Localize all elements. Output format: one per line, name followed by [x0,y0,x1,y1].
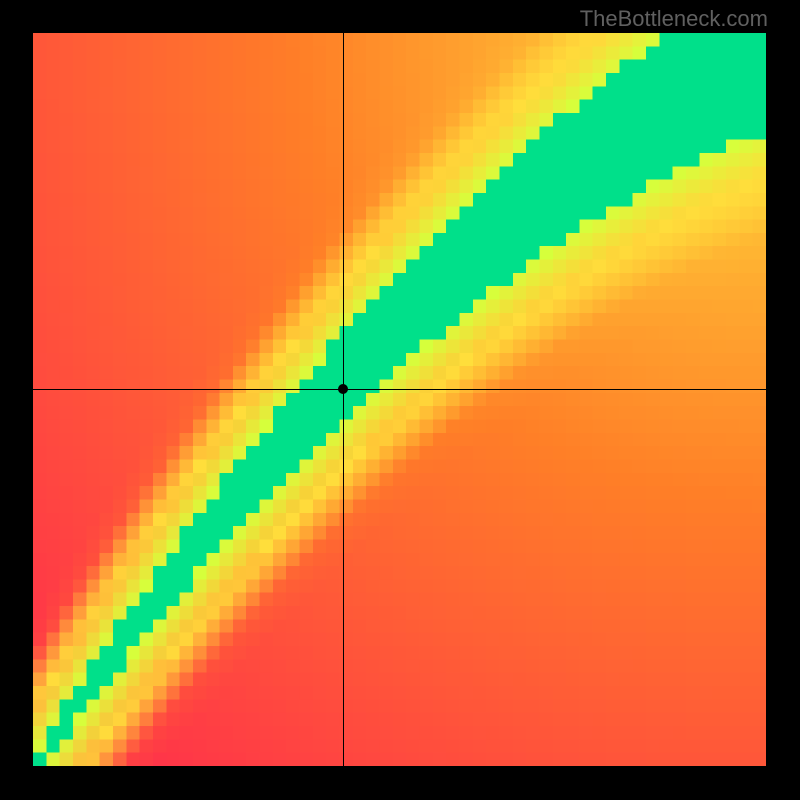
chart-container: TheBottleneck.com [0,0,800,800]
crosshair-horizontal [33,389,766,390]
heatmap-canvas [33,33,766,766]
crosshair-vertical [343,33,344,766]
crosshair-marker [338,384,348,394]
watermark-text: TheBottleneck.com [580,6,768,32]
